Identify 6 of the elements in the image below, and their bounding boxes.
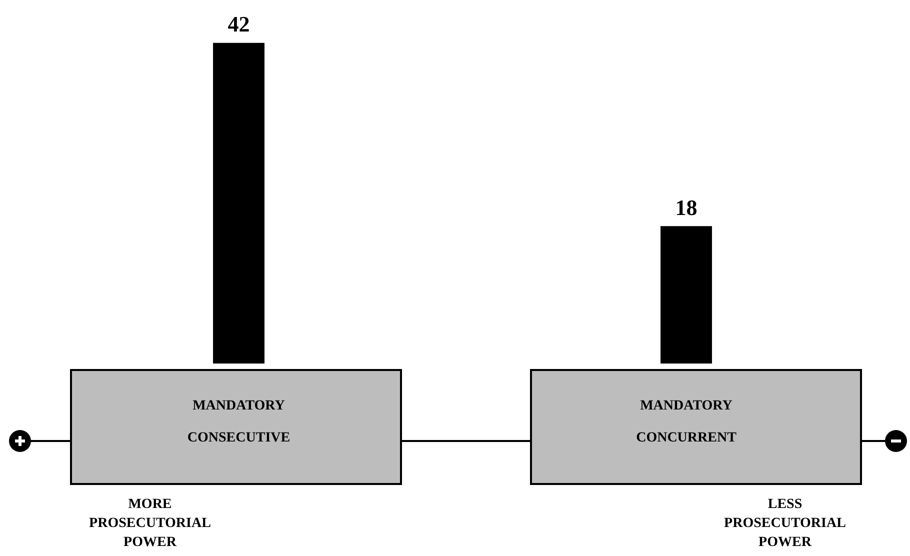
- data-label: 18: [675, 194, 698, 220]
- text: MORE PROSECUTORIAL POWER: [88, 496, 212, 552]
- category-label: MANDATORY CONSECUTIVE: [187, 398, 290, 446]
- text: LESS PROSECUTORIAL POWER: [723, 496, 847, 552]
- data-label: 42: [228, 12, 250, 37]
- category-label: MANDATORY CONCURRENT: [636, 398, 736, 446]
